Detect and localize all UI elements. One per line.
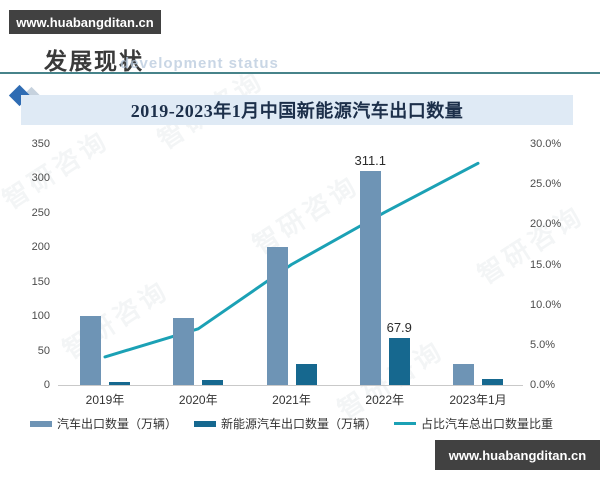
x-axis-label: 2019年 bbox=[85, 393, 125, 407]
x-axis-line bbox=[58, 385, 523, 386]
y-axis-right-tick: 0.0% bbox=[530, 379, 556, 391]
x-axis-label: 2020年 bbox=[178, 393, 218, 407]
section-divider bbox=[0, 72, 600, 74]
background-watermark: 智研咨询 bbox=[247, 169, 365, 261]
section-title: 发展现状 bbox=[44, 49, 144, 74]
chart-legend: 汽车出口数量（万辆） 新能源汽车出口数量（万辆） 占比汽车总出口数量比重 bbox=[30, 415, 570, 432]
legend-item-1: 新能源汽车出口数量（万辆） bbox=[194, 415, 377, 432]
y-axis-right-tick: 10.0% bbox=[530, 298, 562, 311]
site-watermark-badge-top: www.huabangditan.cn bbox=[9, 10, 161, 34]
y-axis-left-tick: 300 bbox=[31, 172, 50, 185]
legend-label: 新能源汽车出口数量（万辆） bbox=[221, 417, 378, 431]
bar-nev-export-2019年 bbox=[109, 382, 130, 385]
y-axis-right-tick: 20.0% bbox=[530, 218, 562, 231]
bar-auto-export-2021年 bbox=[266, 246, 288, 385]
y-axis-left-tick: 250 bbox=[31, 206, 50, 219]
legend-line-swatch bbox=[394, 422, 417, 425]
x-axis-label: 2021年 bbox=[272, 393, 311, 407]
y-axis-left-tick: 50 bbox=[37, 344, 50, 357]
chart-title: 2019-2023年1月中国新能源汽车出口数量 bbox=[130, 101, 464, 121]
y-axis-right-tick: 25.0% bbox=[530, 178, 562, 191]
y-axis-right-tick: 5.0% bbox=[530, 338, 556, 351]
y-axis-left-tick: 150 bbox=[31, 275, 50, 288]
x-axis-label: 2022年 bbox=[365, 393, 405, 407]
legend-label: 占比汽车总出口数量比重 bbox=[421, 417, 554, 431]
section-title-ghost-text: development status bbox=[120, 55, 279, 72]
y-axis-right-tick: 30.0% bbox=[530, 138, 562, 150]
y-axis-left-tick: 100 bbox=[31, 310, 50, 323]
y-axis-left-tick: 350 bbox=[31, 138, 50, 150]
bar-nev-export-2021年 bbox=[295, 364, 317, 385]
background-watermark: 智研咨询 bbox=[472, 199, 590, 291]
bar-auto-export-2019年 bbox=[80, 316, 101, 385]
legend-bar-swatch bbox=[30, 420, 52, 427]
chart-title-bar: 2019-2023年1月中国新能源汽车出口数量 bbox=[21, 95, 573, 125]
background-watermark: 智研咨询 bbox=[0, 124, 115, 216]
legend-bar-swatch bbox=[194, 420, 217, 427]
legend-item-2: 占比汽车总出口数量比重 bbox=[394, 415, 553, 432]
x-axis-label: 2023年1月 bbox=[449, 393, 507, 407]
legend-label: 汽车出口数量（万辆） bbox=[57, 417, 178, 431]
bar-nev-export-2020年 bbox=[202, 380, 224, 385]
legend-item-0: 汽车出口数量（万辆） bbox=[30, 415, 177, 432]
bar-nev-export-2022年 bbox=[388, 338, 410, 385]
data-label: 311.1 bbox=[354, 152, 387, 168]
y-axis-left-tick: 200 bbox=[31, 241, 50, 254]
bar-auto-export-2022年 bbox=[359, 170, 381, 385]
bar-auto-export-2020年 bbox=[173, 318, 195, 385]
site-watermark-badge-bottom: www.huabangditan.cn bbox=[435, 440, 600, 470]
bar-nev-export-2023年1月 bbox=[482, 379, 503, 385]
data-label: 67.9 bbox=[386, 320, 412, 336]
background-watermark: 智研咨询 bbox=[57, 274, 175, 366]
y-axis-right-tick: 15.0% bbox=[530, 258, 562, 271]
y-axis-left-tick: 0 bbox=[43, 379, 50, 391]
bar-auto-export-2023年1月 bbox=[453, 364, 474, 385]
ratio-line bbox=[103, 161, 480, 359]
